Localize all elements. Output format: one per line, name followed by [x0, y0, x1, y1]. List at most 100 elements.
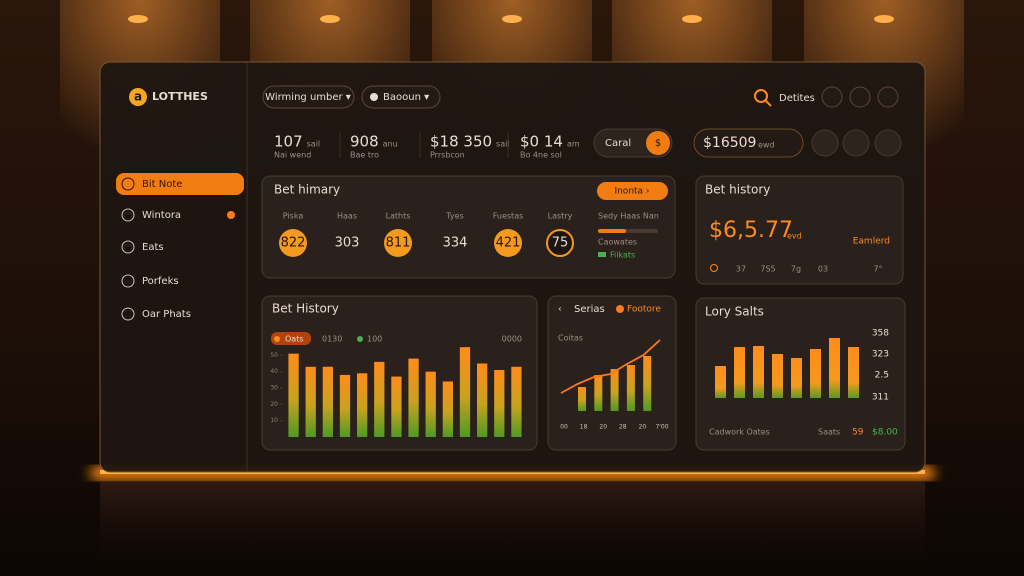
card-title: Bet history	[705, 183, 770, 197]
balance-label: Caral	[605, 138, 631, 149]
legend-dot	[274, 336, 280, 342]
bar	[322, 366, 333, 437]
icon-button[interactable]	[849, 86, 871, 108]
x-tick-label: 20	[599, 424, 607, 431]
card-title: Bet History	[272, 302, 339, 316]
balance-icon-bg	[646, 131, 670, 155]
nav-item[interactable]: Bit Note	[142, 179, 182, 190]
icon-button[interactable]	[877, 86, 899, 108]
x-tick-label: 28	[619, 424, 627, 431]
summary-columns: Piska 822 Haas 303 Lathts 811 Tyes 334 Fuestas 42…	[279, 212, 574, 257]
nav-badge	[227, 211, 235, 219]
column-value: 811	[386, 236, 411, 251]
icon-button[interactable]	[874, 129, 902, 157]
value-badge	[494, 229, 522, 257]
stat-unit: sail	[496, 140, 510, 149]
bar	[715, 366, 726, 398]
chart-footer: Cadwork Oates	[709, 428, 770, 437]
legend-pill	[271, 332, 311, 345]
filter-label[interactable]: Baooun ▾	[383, 92, 429, 103]
nav-icon	[121, 177, 135, 191]
card-button[interactable]	[597, 182, 668, 200]
filter-label[interactable]: Wirming umber ▾	[265, 92, 351, 103]
bar	[772, 354, 783, 398]
column-label: Lastry	[548, 212, 573, 221]
logo-text: LOTTHES	[152, 90, 208, 103]
nav-item[interactable]: Oar Phats	[142, 309, 191, 320]
bar	[305, 366, 316, 437]
status-dot	[598, 252, 606, 257]
floor-reflection	[100, 482, 925, 576]
card-title: Bet himary	[274, 183, 340, 197]
column-value: 822	[281, 236, 306, 251]
icon-button[interactable]	[842, 129, 870, 157]
icon-button[interactable]	[811, 129, 839, 157]
chart-footer-value: $8.00	[872, 428, 898, 438]
bar	[288, 353, 299, 437]
chart-back[interactable]: ‹	[558, 305, 562, 315]
actions-label[interactable]: Detites	[779, 93, 815, 104]
bar	[339, 374, 351, 437]
wallet-unit: ewd	[758, 141, 775, 150]
x-tick-label: 00	[560, 424, 568, 431]
chart-footer-value: 59	[852, 428, 864, 438]
y-tick-label: 50	[270, 352, 278, 359]
logo-mark	[129, 88, 147, 106]
filter-pill[interactable]	[361, 85, 441, 109]
history-unit: evd	[787, 232, 802, 241]
wallet-amount: $16509	[703, 135, 756, 151]
x-tick-label: 18	[580, 424, 588, 431]
history-status: Eamlerd	[853, 237, 890, 247]
wallet-pill[interactable]	[693, 128, 804, 158]
bar	[810, 349, 821, 398]
bar	[594, 375, 603, 411]
column-label: Fuestas	[493, 212, 524, 221]
column-label: Haas	[337, 212, 357, 221]
column-value: 75	[552, 236, 569, 251]
side-status: Fiikats	[610, 251, 635, 260]
nav-active-bg[interactable]	[116, 173, 244, 195]
card-title: Lory Salts	[705, 305, 764, 319]
bar	[578, 387, 586, 411]
legend-label: Oats	[285, 335, 304, 344]
stat-label: Bo 4ne sol	[520, 151, 562, 160]
nav-icon	[121, 208, 135, 222]
column-label: Lathts	[386, 212, 411, 221]
bar	[848, 347, 859, 398]
legend-dot	[357, 336, 363, 342]
bar	[494, 370, 505, 437]
nav-item[interactable]: Wintora	[142, 210, 181, 221]
side-label: 311	[872, 393, 889, 403]
filter-icon	[370, 93, 378, 101]
lory-chart: 358 323 2.5 311	[715, 329, 889, 403]
value-badge	[279, 229, 307, 257]
bet-chart: 10 20 30 40 50	[270, 347, 522, 437]
y-tick-label: 10	[270, 417, 278, 424]
stat-label: Nai wend	[274, 151, 311, 160]
bar	[610, 369, 619, 411]
nav-item[interactable]: Eats	[142, 242, 164, 253]
bar	[791, 358, 802, 398]
column-value: 303	[335, 236, 360, 251]
chart-footer: Saats	[818, 428, 840, 437]
bar	[626, 365, 635, 411]
column-label: Tyes	[445, 212, 463, 221]
stat-label: Prrsbcon	[430, 151, 465, 160]
x-tick-label: 20	[639, 424, 647, 431]
filter-pill[interactable]	[262, 85, 355, 109]
footer-value: 37	[736, 265, 746, 274]
card-button-label[interactable]: Inonta ›	[614, 187, 649, 197]
nav-item[interactable]: Porfeks	[142, 276, 179, 287]
side-caption: Caowates	[598, 238, 637, 247]
history-card	[695, 175, 904, 285]
progress-fill	[598, 229, 626, 233]
legend-label: 100	[367, 335, 382, 344]
search-icon[interactable]	[754, 89, 768, 103]
nav-icon	[121, 240, 135, 254]
icon-button[interactable]	[821, 86, 843, 108]
column-value: 334	[443, 236, 468, 251]
stat-value: $0 14	[520, 133, 563, 151]
footer-value: 7g	[791, 265, 801, 274]
